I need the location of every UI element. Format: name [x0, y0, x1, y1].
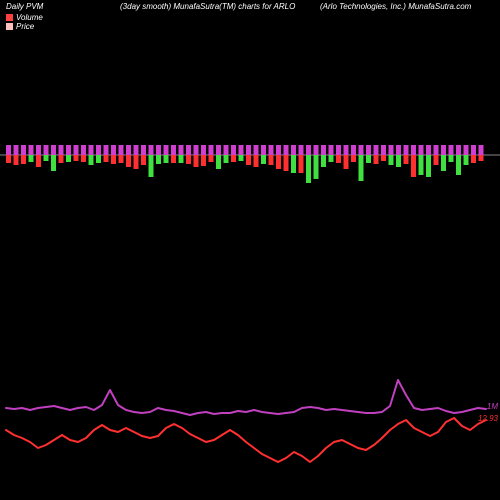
chart-canvas: Daily PVM (3day smooth) MunafaSutra(TM) … [0, 0, 500, 500]
right-label-price: 12.93 [478, 414, 498, 423]
right-label-volume: 1M [487, 402, 498, 411]
chart-svg [0, 0, 500, 500]
